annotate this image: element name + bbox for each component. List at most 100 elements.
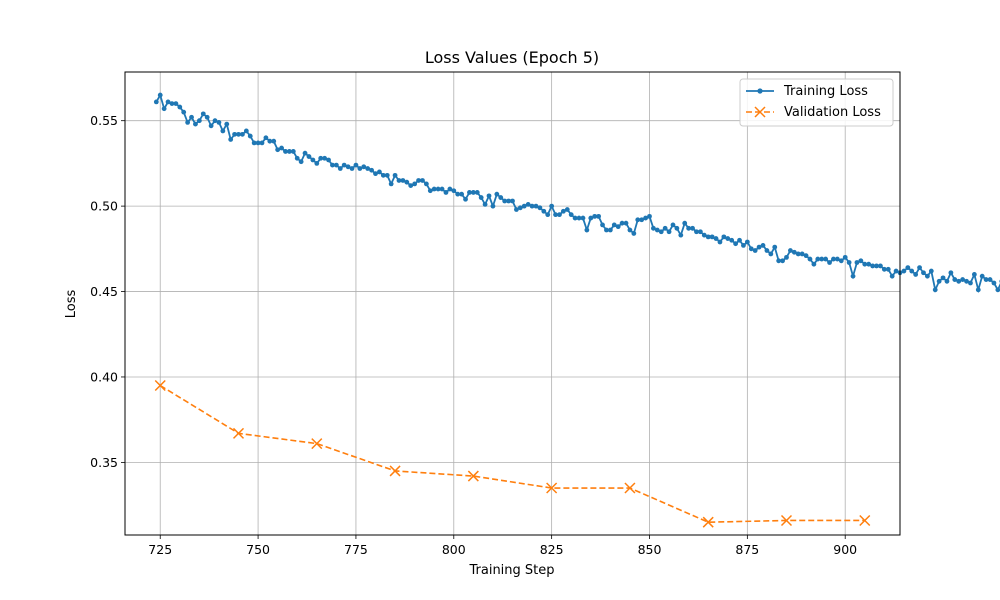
training-loss-point	[165, 99, 171, 105]
training-loss-point	[490, 203, 496, 209]
training-loss-point	[267, 138, 273, 144]
training-loss-point	[768, 251, 774, 257]
grid-lines	[125, 72, 900, 535]
training-loss-point	[968, 280, 973, 286]
training-loss-point	[412, 181, 418, 187]
training-loss-point	[917, 265, 922, 271]
training-loss-point	[369, 167, 374, 173]
training-loss-point	[568, 212, 574, 218]
plot-area	[125, 72, 900, 535]
training-loss-point	[600, 222, 605, 228]
training-loss-point	[439, 186, 445, 192]
training-loss-point	[862, 261, 868, 267]
training-loss-point	[858, 258, 864, 264]
x-tick-label: 825	[540, 542, 564, 557]
training-loss-point	[353, 162, 359, 168]
training-loss-point	[537, 205, 543, 211]
training-loss-point	[643, 215, 648, 221]
training-loss-point	[615, 224, 621, 230]
training-loss-point	[748, 246, 754, 252]
training-loss-point	[971, 272, 977, 277]
training-loss-point	[823, 256, 829, 262]
training-loss-point	[733, 241, 739, 247]
training-loss-point	[247, 133, 253, 139]
training-loss-point	[208, 123, 214, 129]
training-loss-point	[557, 212, 562, 218]
training-loss-point	[795, 251, 801, 257]
training-loss-point	[232, 131, 237, 137]
training-loss-point	[866, 261, 872, 267]
chart-title: Loss Values (Epoch 5)	[425, 48, 599, 67]
training-loss-point	[784, 254, 789, 260]
training-loss-point	[901, 268, 907, 274]
training-loss-point	[373, 171, 378, 177]
training-loss-point	[502, 198, 508, 204]
training-loss-point	[240, 131, 245, 137]
training-loss-point	[416, 178, 421, 183]
training-loss-point	[443, 190, 449, 195]
training-loss-point	[153, 99, 159, 105]
legend-box	[739, 78, 894, 127]
training-loss-point	[651, 225, 656, 231]
training-loss-point	[181, 109, 187, 115]
training-loss-point	[290, 149, 296, 154]
training-loss-point	[251, 140, 257, 146]
training-loss-point	[255, 140, 261, 146]
training-loss-point	[717, 239, 723, 245]
training-loss-point	[177, 104, 183, 110]
training-loss-point	[435, 186, 441, 192]
training-loss-point	[662, 225, 668, 231]
training-loss-point	[756, 244, 762, 250]
x-tick-label: 900	[833, 542, 857, 557]
validation-loss-line	[159, 384, 865, 523]
training-loss-point	[431, 186, 437, 192]
training-loss-point	[193, 121, 198, 127]
training-loss-point	[228, 137, 234, 142]
training-loss-point	[764, 248, 770, 253]
training-loss-point	[709, 234, 715, 240]
training-loss-point	[780, 258, 785, 264]
training-loss-point	[349, 166, 355, 171]
training-loss-point	[451, 188, 457, 194]
x-tick-label: 850	[638, 542, 662, 557]
training-loss-point	[623, 220, 629, 226]
y-axis-label: Loss	[64, 290, 79, 319]
training-loss-point	[596, 213, 602, 219]
training-loss-point	[326, 157, 331, 163]
training-loss-point	[827, 260, 832, 265]
training-loss-point	[423, 181, 429, 187]
training-loss-point	[553, 212, 558, 218]
legend-validation-marker	[754, 106, 766, 118]
training-loss-point	[940, 275, 946, 281]
training-loss-point	[510, 198, 515, 204]
training-loss-point	[404, 179, 410, 185]
training-loss-point	[752, 248, 758, 253]
x-tick-label: 775	[344, 542, 368, 557]
training-loss-point	[658, 229, 664, 235]
training-loss-point	[799, 251, 805, 257]
training-loss-point	[854, 260, 860, 265]
x-axis-label: Training Step	[468, 563, 554, 578]
training-loss-point	[330, 162, 335, 168]
training-loss-point	[776, 258, 782, 264]
training-loss-point	[921, 270, 926, 276]
training-loss-point	[463, 196, 468, 202]
training-loss-point	[455, 191, 461, 197]
training-loss-point	[987, 277, 993, 282]
y-tick-label: 0.45	[90, 284, 118, 299]
training-loss-point	[294, 155, 300, 161]
training-loss-point	[807, 256, 813, 262]
training-loss-point	[243, 128, 249, 134]
validation-loss-point	[154, 379, 166, 392]
training-loss-point	[482, 202, 488, 207]
training-loss-point	[842, 254, 848, 260]
x-tick-label: 800	[442, 542, 466, 557]
training-loss-point	[564, 207, 570, 212]
training-loss-point	[529, 203, 535, 209]
training-loss-point	[494, 191, 500, 197]
y-tick-label: 0.55	[90, 113, 118, 128]
training-loss-point	[204, 114, 210, 120]
plot-frame	[124, 71, 901, 536]
training-loss-point	[932, 287, 938, 293]
training-loss-point	[697, 229, 703, 235]
